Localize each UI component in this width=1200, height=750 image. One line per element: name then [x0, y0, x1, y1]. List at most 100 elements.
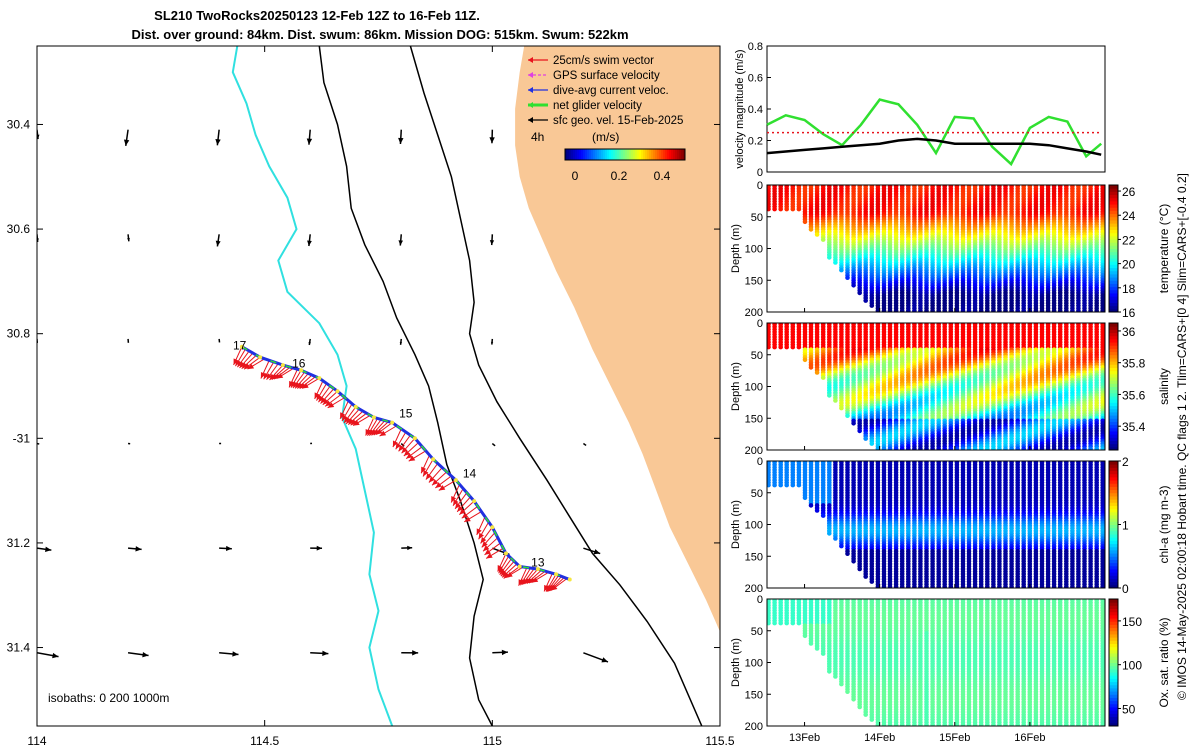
colorbar-segment — [647, 149, 650, 160]
track-dot — [353, 404, 358, 409]
colorbar-segment — [659, 149, 662, 160]
profile-dot — [851, 283, 856, 288]
swim-vector-head — [292, 381, 299, 389]
geo-arrow-head — [142, 652, 149, 658]
cbar-segment — [1109, 273, 1118, 278]
swim-vector-head — [376, 428, 383, 435]
swim-vector-head — [260, 371, 266, 379]
swim-vector-head — [318, 395, 325, 403]
swim-vector-head — [369, 429, 376, 436]
profile-dot — [784, 206, 789, 212]
profile-column — [1057, 323, 1063, 450]
profile-column — [814, 185, 820, 237]
swim-vector-head — [526, 577, 534, 584]
colorbar-segment — [657, 149, 660, 160]
profile-dot — [893, 446, 899, 450]
profile-column — [881, 323, 887, 450]
profile-column — [1045, 323, 1051, 450]
profile-column — [985, 185, 990, 312]
profile-column — [820, 323, 826, 380]
y-tick-label: 30.8 — [7, 327, 31, 341]
profile-dot — [851, 421, 856, 426]
profile-dot — [820, 237, 826, 242]
profile-column — [966, 323, 972, 450]
profile-dot — [772, 344, 777, 350]
cbar-tick-label: 26 — [1122, 185, 1136, 199]
geo-arrow-head — [226, 545, 232, 552]
geo-arrow-head — [412, 650, 419, 656]
profile-dot — [845, 413, 850, 419]
title-line-1: SL210 TwoRocks20250123 12-Feb 12Z to 16-… — [154, 8, 480, 23]
track-dot — [371, 415, 376, 420]
swim-vector-head — [461, 512, 469, 519]
track-dot — [453, 478, 458, 483]
profile-dot — [820, 375, 826, 380]
swim-vector-head — [506, 571, 513, 578]
profile-dot — [881, 446, 887, 450]
cbar-segment — [1109, 280, 1118, 284]
x-tick-label: 115 — [483, 734, 502, 748]
colorbar-segment — [623, 149, 626, 160]
cbar-segment — [1109, 283, 1118, 288]
colorbar-segment — [635, 149, 638, 160]
swim-vector-head — [425, 473, 432, 480]
depth-tick-label: 200 — [745, 307, 763, 319]
colorbar-segment — [609, 149, 612, 160]
profile-dot — [991, 446, 996, 450]
cbar-segment — [1109, 213, 1118, 218]
depth-tick-label: 100 — [745, 244, 763, 256]
profile-column — [1027, 323, 1033, 450]
swim-vector-head — [408, 455, 416, 462]
profile-dot — [778, 206, 783, 212]
colorbar-segment — [571, 149, 574, 160]
colorbar-tick-2: 0.4 — [654, 169, 671, 183]
profile-column — [936, 323, 941, 450]
geo-arrow-head — [489, 240, 495, 246]
swim-vector-head — [392, 440, 398, 448]
profile-dot — [906, 446, 911, 450]
profile-column — [1051, 323, 1057, 450]
colorbar-segment — [675, 149, 678, 160]
cbar-segment — [1109, 245, 1118, 249]
profile-column — [991, 185, 996, 312]
profile-column — [784, 323, 789, 350]
colorbar-segment — [669, 149, 672, 160]
profile-dot — [942, 446, 947, 450]
profile-dot — [1064, 446, 1069, 450]
cbar-segment — [1109, 216, 1118, 221]
track-dot — [335, 389, 340, 394]
profile-dot — [839, 405, 844, 411]
profile-dot — [1033, 446, 1039, 450]
profile-dot — [1045, 308, 1051, 312]
profile-column — [1045, 185, 1051, 312]
profile-column — [1070, 323, 1075, 450]
profile-dot — [1021, 446, 1026, 450]
profile-dot — [966, 308, 972, 312]
swim-vector-head — [379, 430, 387, 437]
profile-column — [1039, 323, 1045, 450]
profile-dot — [827, 255, 832, 260]
swim-vector-head — [484, 549, 491, 555]
isobath-200m — [231, 46, 394, 726]
cbar-segment — [1109, 299, 1118, 303]
vel-y-tick-label: 0 — [757, 167, 763, 179]
profile-column — [1051, 185, 1057, 312]
cbar-segment — [1109, 197, 1118, 202]
vel-series-geo — [766, 137, 1102, 156]
vel-y-tick-label: 0.2 — [748, 136, 763, 148]
colorbar-segment — [621, 149, 624, 160]
y-tick-label: 30.4 — [7, 117, 31, 131]
profile-dots — [767, 185, 1105, 312]
profile-dot — [887, 446, 893, 450]
geo-arrow-head — [601, 657, 608, 663]
profile-dot — [767, 206, 771, 212]
profile-column — [814, 323, 820, 375]
profile-dot — [1051, 446, 1057, 450]
y-tick-label: 31.2 — [7, 536, 31, 550]
colorbar-segment — [583, 149, 586, 160]
swim-vector-head — [423, 469, 429, 477]
profile-column — [778, 323, 783, 350]
